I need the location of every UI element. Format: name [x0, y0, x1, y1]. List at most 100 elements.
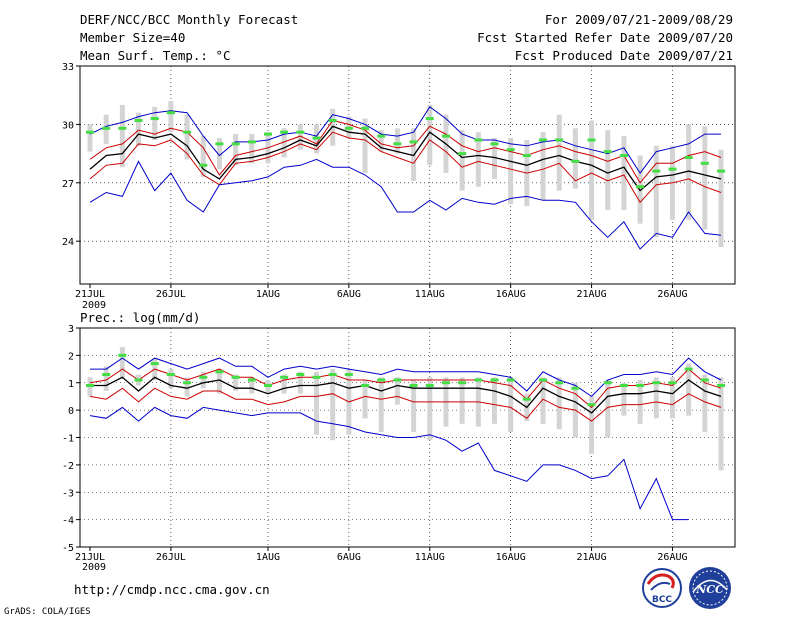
grads-credit: GrADS: COLA/IGES	[4, 607, 91, 617]
prec-y-tick-label: 1	[68, 379, 74, 390]
temp-x-ticks: 21JUL 26JUL 1AUG 6AUG 11AUG 16AUG 21AUG 26AUG	[75, 284, 688, 300]
temp-median-mark	[441, 134, 450, 138]
prec-series-min	[89, 406, 689, 521]
prec-median-mark	[652, 381, 661, 385]
ncc-logo-disc	[689, 567, 731, 609]
prec-spread-box	[233, 374, 239, 391]
prec-median-mark	[166, 373, 175, 377]
temp-spread-box	[136, 112, 142, 146]
prec-median-mark	[717, 383, 725, 387]
prec-median-mark	[263, 383, 272, 387]
temp-x-tick-label: 11AUG	[415, 289, 445, 300]
temp-x-tick-label: 26JUL	[156, 289, 186, 300]
prec-x-tick-label: 11AUG	[415, 552, 445, 563]
prec-median-mark	[183, 381, 192, 385]
temp-y-tick-label: 33	[62, 62, 74, 73]
prec-spread-box	[200, 371, 206, 389]
temp-x-tick-label: 21JUL	[75, 289, 105, 300]
prec-median-mark	[296, 373, 305, 377]
prec-y-tick-label: 2	[68, 351, 74, 362]
temp-spread-box	[572, 128, 578, 189]
temp-median-mark	[247, 140, 256, 144]
temp-median-mark	[312, 136, 321, 140]
bcc-logo-text: BCC	[652, 595, 672, 605]
prec-median-mark	[134, 378, 143, 382]
prec-spread-box	[297, 371, 303, 394]
prec-spread-box	[459, 377, 465, 424]
prec-median-mark	[700, 378, 709, 382]
prec-y-tick-label: -4	[62, 516, 74, 527]
temp-gridlines	[80, 66, 735, 284]
source-url: http://cmdp.ncc.cma.gov.cn	[74, 582, 270, 597]
temp-median-mark	[506, 148, 515, 152]
prec-spread-box	[491, 377, 497, 424]
prec-median-mark	[150, 362, 159, 366]
prec-spread-box	[637, 380, 643, 424]
prec-x-tick-label: 21JUL	[75, 552, 105, 563]
temp-spread-box	[297, 124, 303, 150]
temp-spread-box	[540, 132, 546, 201]
prec-series-lower	[89, 387, 722, 422]
temp-median-mark	[700, 161, 709, 165]
temp-median-mark	[619, 154, 628, 158]
prec-median-mark	[539, 378, 548, 382]
temp-spread-box	[233, 134, 239, 166]
temp-median-mark	[425, 117, 434, 121]
temp-median-mark	[328, 119, 337, 122]
prec-median-mark	[425, 383, 434, 387]
temp-spread-box	[556, 114, 562, 191]
temp-spread-box	[200, 136, 206, 177]
temp-x-tick-label: 21AUG	[577, 289, 607, 300]
temp-series-upper	[89, 119, 722, 184]
chart-title: DERF/NCC/BCC Monthly Forecast	[80, 12, 298, 27]
temp-median-mark	[134, 119, 143, 122]
temp-spread-box	[459, 130, 465, 191]
bcc-logo-swirl	[646, 573, 675, 589]
temp-median-mark	[102, 126, 111, 130]
prec-spread-box	[184, 377, 190, 397]
temp-x-tick-label: 1AUG	[256, 289, 280, 300]
prec-series-max	[90, 357, 722, 398]
prec-spread-box	[718, 377, 724, 471]
temp-median-mark	[296, 130, 305, 134]
temp-median-mark	[377, 134, 386, 138]
temp-median-mark	[603, 150, 612, 154]
temp-spread-box	[216, 138, 222, 170]
temp-median-mark	[231, 142, 240, 146]
prec-median-mark	[522, 397, 531, 401]
temp-spread-box	[378, 130, 384, 152]
temp-variable-label: Mean Surf. Temp.: °C	[80, 48, 231, 63]
temp-median-mark	[490, 142, 499, 146]
temp-spread-box	[394, 128, 400, 154]
temp-spread-box	[281, 128, 287, 158]
prec-median-mark	[603, 381, 612, 385]
prec-spread-box	[362, 380, 368, 419]
prec-median-mark	[280, 375, 289, 379]
prec-x-ticks: 21JUL 26JUL 1AUG 6AUG 11AUG 16AUG 21AUG 26AUG	[75, 547, 688, 563]
prec-median-mark	[506, 378, 515, 382]
prec-spread-box	[653, 377, 659, 419]
temp-spread-box	[184, 114, 190, 160]
precipitation-panel: -5 -4 -3 -2 -1 0 1 2 3 21JUL 26JUL 1AUG 6AUG 11AUG 16…	[62, 324, 736, 573]
forecast-period: For 2009/07/21-2009/08/29	[545, 12, 733, 27]
prec-median-mark	[668, 381, 677, 385]
prec-median-mark	[474, 378, 483, 382]
temp-spread-box	[119, 104, 125, 168]
temp-median-mark	[717, 169, 725, 173]
temp-spread-box	[491, 138, 497, 179]
prec-x-tick-label: 26AUG	[657, 552, 687, 563]
prec-median-mark	[684, 367, 693, 371]
prec-spread-box	[119, 347, 125, 378]
ncc-logo-inner-ring	[692, 570, 728, 606]
prec-x-tick-label: 6AUG	[337, 552, 361, 563]
prec-series-mean	[90, 376, 722, 414]
prec-median-marks	[86, 353, 725, 407]
prec-spread-box	[103, 366, 109, 391]
temp-median-mark	[280, 130, 289, 134]
prec-year-label: 2009	[82, 562, 106, 573]
temp-median-mark	[344, 126, 353, 130]
temp-median-mark	[86, 130, 94, 134]
ncc-logo-arc	[692, 579, 728, 593]
prec-variable-label: Prec.: log(mm/d)	[80, 310, 200, 325]
temp-spread-box	[508, 138, 514, 205]
